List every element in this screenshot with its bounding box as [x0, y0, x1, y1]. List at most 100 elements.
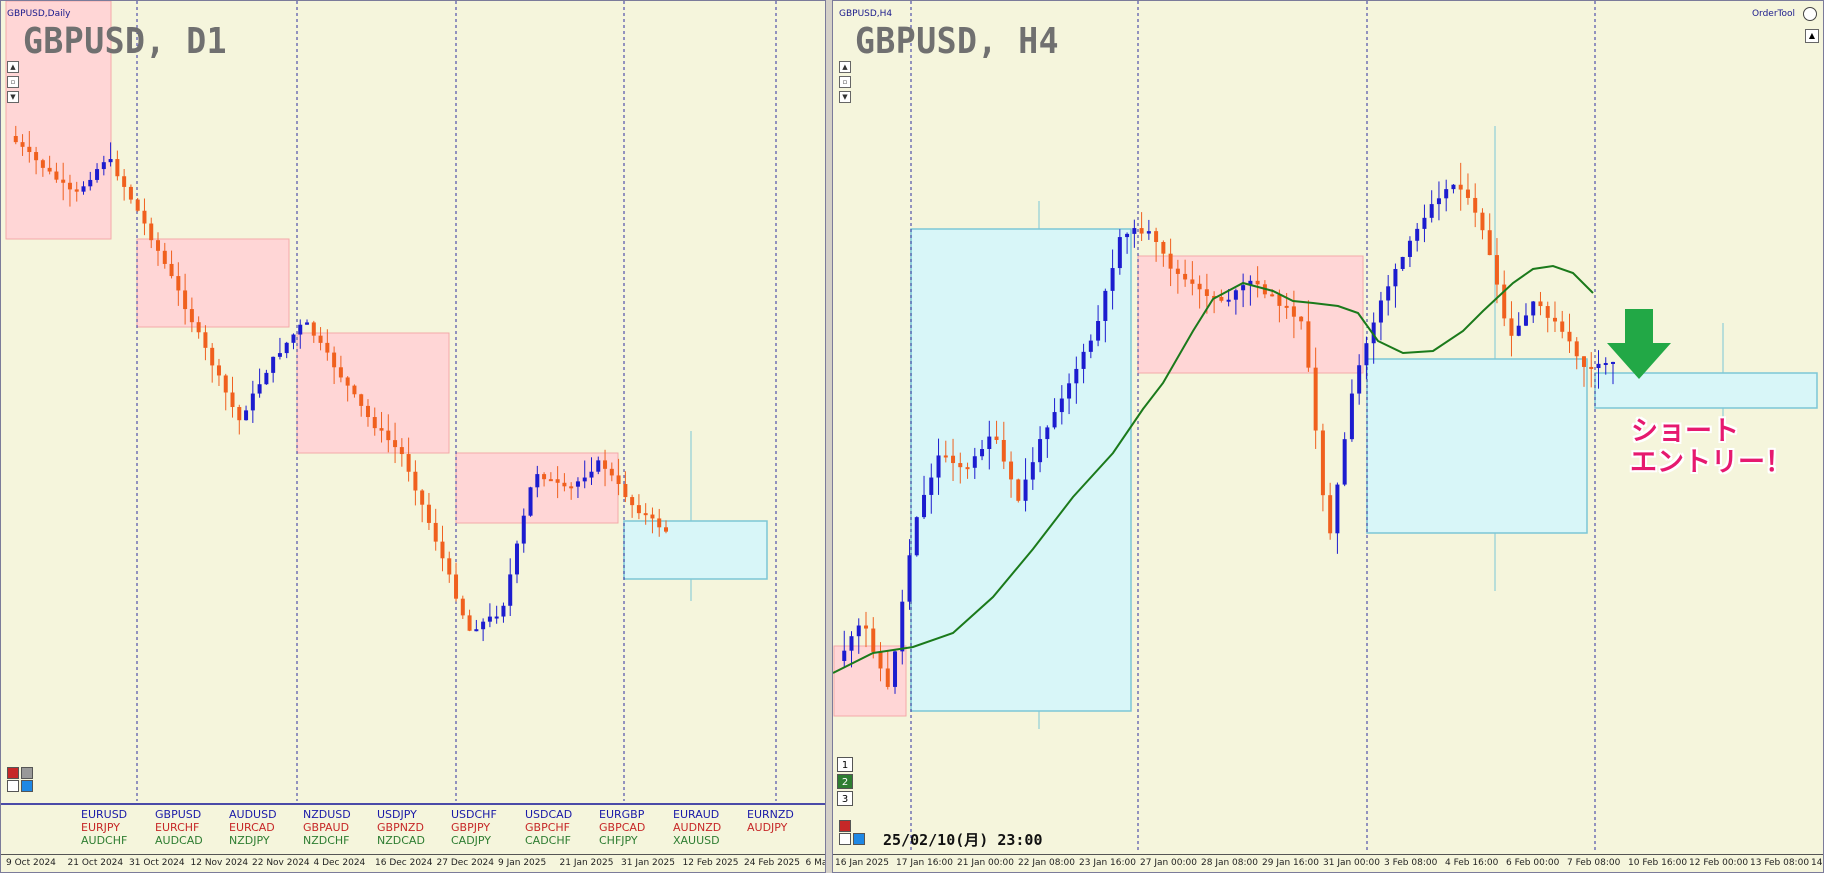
time-axis-label: 6 Mar 2	[805, 858, 826, 868]
symbol-link[interactable]: USDJPY	[377, 808, 417, 821]
candle-body	[657, 518, 662, 528]
candle-body	[871, 628, 876, 652]
candle-body	[494, 616, 499, 619]
symbol-link[interactable]: EURCAD	[229, 821, 275, 834]
symbol-link[interactable]: CADCHF	[525, 834, 571, 847]
symbol-link[interactable]: AUDJPY	[747, 821, 788, 834]
candle-body	[630, 497, 635, 506]
h4-chart-window[interactable]: GBPUSD,H4 GBPUSD, H4 OrderTool ▲ ▲ ▫ ▼ 1…	[832, 0, 1824, 873]
candle-body	[1161, 241, 1166, 254]
candle-body	[1299, 316, 1304, 322]
order-tool-icon[interactable]	[1803, 7, 1817, 21]
candle-body	[535, 474, 540, 488]
close-chart-icon[interactable]	[7, 767, 19, 779]
symbol-link[interactable]: GBPNZD	[377, 821, 424, 834]
time-axis-label: 10 Feb 16:00	[1628, 858, 1688, 868]
symbol-link[interactable]: NZDCHF	[303, 834, 350, 847]
candle-body	[864, 625, 869, 629]
symbol-link[interactable]: CHFJPY	[599, 834, 638, 847]
candle-body	[345, 377, 350, 386]
minimize-chart-icon[interactable]	[21, 767, 33, 779]
scroll-up-icon[interactable]: ▲	[7, 61, 19, 73]
symbol-link[interactable]: AUDNZD	[673, 821, 722, 834]
symbol-link[interactable]: GBPAUD	[303, 821, 350, 834]
time-axis-label: 23 Jan 16:00	[1079, 858, 1136, 868]
symbol-link[interactable]: USDCHF	[451, 808, 497, 821]
symbol-link[interactable]: EURJPY	[81, 821, 120, 834]
h4-scroll-controls: ▲ ▫ ▼	[839, 61, 851, 106]
symbol-link[interactable]: EURUSD	[81, 808, 128, 821]
symbol-link[interactable]: NZDJPY	[229, 834, 270, 847]
scroll-up-icon[interactable]: ▲	[1805, 29, 1819, 43]
candle-body	[291, 334, 296, 343]
color-tool-icon[interactable]	[21, 780, 33, 792]
daily-chart-canvas[interactable]	[1, 1, 826, 873]
candle-body	[1596, 363, 1601, 369]
h4-chart-title: GBPUSD, H4	[855, 21, 1060, 62]
timeframe-button-1[interactable]: 1	[837, 757, 853, 772]
candle-body	[61, 179, 66, 183]
scroll-up-icon[interactable]: ▲	[839, 61, 851, 73]
symbol-link[interactable]: AUDCHF	[81, 834, 128, 847]
zoom-icon[interactable]: ▫	[7, 76, 19, 88]
timeframe-button-2[interactable]: 2	[837, 774, 853, 789]
order-tool-label[interactable]: OrderTool	[1751, 9, 1795, 19]
symbol-link[interactable]: GBPJPY	[451, 821, 491, 834]
symbol-link[interactable]: NZDUSD	[303, 808, 351, 821]
candle-body	[169, 263, 174, 277]
candle-body	[277, 353, 282, 357]
candle-body	[1270, 294, 1275, 297]
symbol-link[interactable]: NZDCAD	[377, 834, 425, 847]
candle-body	[1204, 289, 1209, 296]
symbol-link[interactable]: GBPCHF	[525, 821, 570, 834]
symbol-link[interactable]: EURNZD	[747, 808, 794, 821]
candle-body	[27, 146, 32, 153]
scroll-down-icon[interactable]: ▼	[7, 91, 19, 103]
draw-tool-icon[interactable]	[839, 833, 851, 845]
time-axis-label: 31 Jan 00:00	[1323, 858, 1380, 868]
timeframe-button-3[interactable]: 3	[837, 791, 853, 806]
candle-body	[1473, 197, 1478, 213]
candle-body	[1349, 393, 1354, 440]
daily-chart-window[interactable]: GBPUSD,Daily GBPUSD, D1 ▲ ▫ ▼ EURUSD EURJ…	[0, 0, 826, 873]
candle-body	[582, 477, 587, 482]
symbol-link[interactable]: USDCAD	[525, 808, 573, 821]
candle-body	[1509, 318, 1514, 336]
candle-body	[922, 494, 927, 518]
candle-body	[1030, 462, 1035, 480]
supply-zone	[296, 332, 450, 454]
candle-body	[965, 467, 970, 470]
time-axis-label: 12 Nov 2024	[190, 858, 249, 868]
candle-body	[1081, 351, 1086, 369]
candle-body	[878, 651, 883, 669]
candle-body	[318, 335, 323, 343]
candle-body	[413, 471, 418, 491]
symbol-link[interactable]: GBPUSD	[155, 808, 202, 821]
scroll-down-icon[interactable]: ▼	[839, 91, 851, 103]
h4-chart-canvas[interactable]	[833, 1, 1824, 873]
symbol-link[interactable]: CADJPY	[451, 834, 492, 847]
symbol-link[interactable]: EURCHF	[155, 821, 200, 834]
candle-body	[1458, 184, 1463, 190]
symbol-link[interactable]: GBPCAD	[599, 821, 646, 834]
zoom-icon[interactable]: ▫	[839, 76, 851, 88]
candle-body	[1284, 305, 1289, 308]
candle-body	[1320, 430, 1325, 496]
candle-body	[1516, 325, 1521, 336]
symbol-link[interactable]: AUDUSD	[229, 808, 277, 821]
symbol-link[interactable]: AUDCAD	[155, 834, 203, 847]
symbol-link[interactable]: EURAUD	[673, 808, 720, 821]
candle-body	[1342, 439, 1347, 485]
candle-body	[1364, 343, 1369, 366]
draw-tool-icon[interactable]	[7, 780, 19, 792]
symbol-link[interactable]: EURGBP	[599, 808, 645, 821]
candle-body	[1465, 189, 1470, 198]
symbol-link[interactable]: XAUUSD	[673, 834, 720, 847]
daily-scroll-controls: ▲ ▫ ▼	[7, 61, 19, 106]
close-chart-icon[interactable]	[839, 820, 851, 832]
candle-body	[1487, 230, 1492, 256]
time-axis-label: 4 Dec 2024	[313, 858, 366, 868]
candle-body	[440, 541, 445, 559]
color-tool-icon[interactable]	[853, 833, 865, 845]
candle-body	[1357, 365, 1362, 394]
